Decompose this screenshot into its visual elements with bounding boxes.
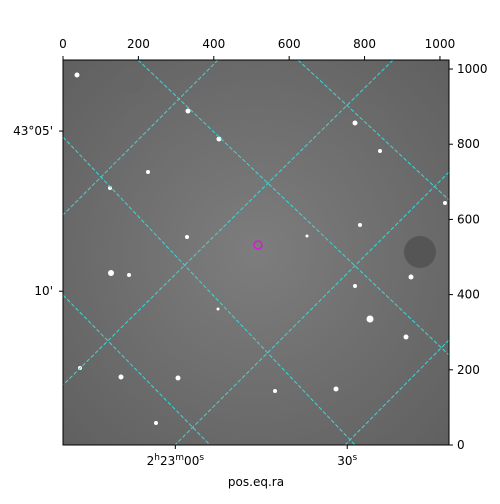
- y-tick-label: 200: [457, 363, 480, 377]
- x-tick-label: 1000: [425, 37, 456, 51]
- target-marker: [253, 240, 263, 250]
- x-axis-label: pos.eq.ra: [228, 475, 284, 489]
- x-tick-label: 400: [202, 37, 225, 51]
- x-tick-label: 200: [127, 37, 150, 51]
- coordinate-grid: [63, 60, 449, 445]
- sky-image: [63, 60, 449, 445]
- ra-tick-label: 2h23m00s: [147, 453, 205, 468]
- y-tick-label: 800: [457, 137, 480, 151]
- x-tick-label: 800: [353, 37, 376, 51]
- dec-tick-label: 43°05': [13, 124, 53, 138]
- x-tick-label: 600: [278, 37, 301, 51]
- dec-tick-label: 10': [34, 284, 53, 298]
- plot-frame: [62, 59, 450, 446]
- y-tick-label: 400: [457, 288, 480, 302]
- y-tick-label: 0: [457, 438, 465, 452]
- ra-tick-label: 30s: [337, 453, 357, 468]
- y-tick-label: 600: [457, 212, 480, 226]
- y-tick-label: 1000: [457, 62, 488, 76]
- x-tick-label: 0: [59, 37, 67, 51]
